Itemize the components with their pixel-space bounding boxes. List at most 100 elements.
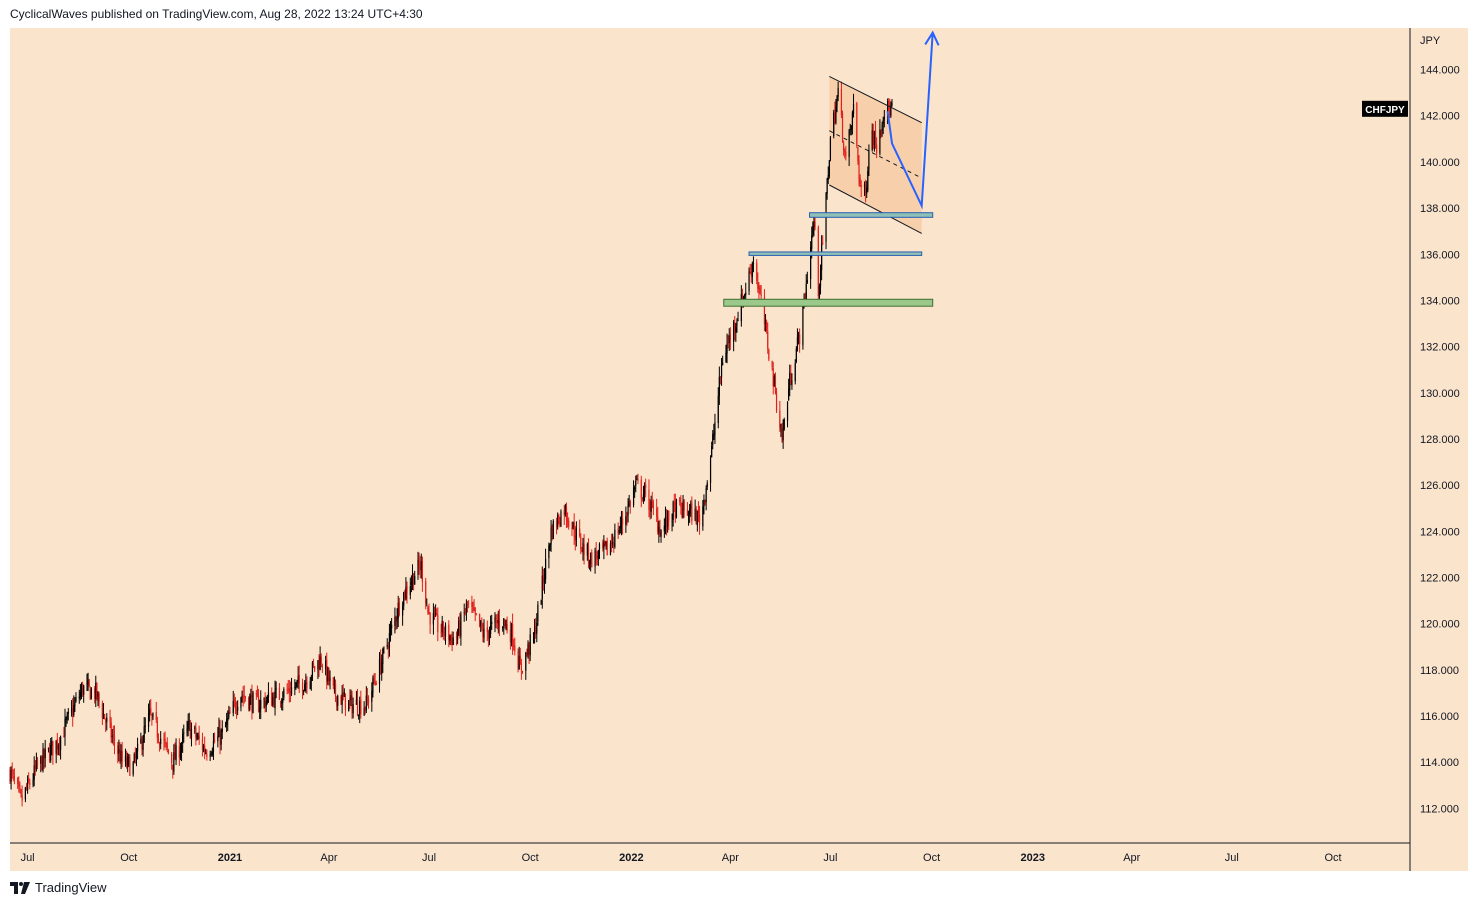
candle-body (167, 749, 169, 754)
candle (288, 680, 290, 703)
candle-body (537, 604, 539, 622)
candle-body (298, 674, 300, 684)
candle-body (483, 628, 485, 638)
candle-body (88, 679, 90, 686)
candle-body (879, 129, 881, 154)
candle (389, 621, 392, 642)
candle (579, 519, 581, 538)
y-tick-label: 120.000 (1420, 619, 1460, 631)
candle-body (740, 293, 742, 322)
candle-body (274, 690, 276, 709)
candle (610, 533, 613, 553)
candle (414, 570, 416, 585)
candle-body (744, 295, 746, 297)
candle (712, 430, 714, 450)
candle (233, 693, 235, 708)
candle (332, 677, 334, 690)
candle-body (221, 728, 223, 733)
chart-pane-background (10, 28, 1410, 843)
candle (617, 522, 619, 539)
candle-body (806, 280, 808, 283)
candle (783, 417, 785, 431)
candle-body (771, 360, 773, 367)
candle (659, 519, 661, 537)
candle (50, 738, 52, 763)
candle-body (389, 628, 392, 634)
candle-body (171, 754, 173, 764)
candle (273, 692, 275, 708)
candle-body (587, 545, 590, 564)
candle-body (459, 620, 461, 636)
candle-body (180, 744, 183, 752)
candle-body (852, 103, 855, 114)
candle-body (275, 688, 277, 690)
candle-body (718, 376, 720, 396)
candle-body (337, 696, 339, 706)
candle-body (497, 620, 499, 624)
candle-body (279, 701, 282, 703)
candle (657, 506, 659, 535)
candle (325, 655, 327, 676)
candle-body (890, 105, 892, 116)
candle (18, 776, 20, 793)
candle-body (529, 634, 531, 656)
tradingview-brand[interactable]: TradingView (10, 880, 107, 895)
candle (373, 673, 375, 685)
candle (540, 599, 542, 605)
candle (260, 690, 262, 720)
candle (42, 743, 44, 773)
candle-body (80, 685, 83, 694)
candle-body (297, 676, 299, 682)
candle-body (413, 573, 415, 586)
candle-body (737, 320, 739, 322)
candle (79, 684, 81, 701)
candle (190, 722, 193, 747)
candle-body (48, 749, 51, 761)
candle-body (383, 647, 385, 649)
candle (32, 773, 34, 788)
candle (586, 542, 588, 561)
candle (471, 595, 473, 613)
publisher-line: CyclicalWaves published on TradingView.c… (10, 7, 423, 21)
candle-body (21, 795, 23, 801)
candle (358, 714, 360, 720)
candle-body (257, 696, 260, 712)
candle-body (681, 506, 683, 518)
candle-body (475, 613, 477, 615)
candle-body (591, 552, 593, 568)
candle (502, 625, 504, 632)
candle (604, 540, 606, 547)
candle (706, 480, 708, 491)
candle (618, 526, 620, 535)
zone-136-0 (748, 251, 923, 256)
candle-body (188, 720, 190, 723)
candle-body (405, 586, 407, 599)
y-tick-label: 138.000 (1420, 203, 1460, 215)
candle (234, 697, 237, 715)
candle-body (404, 590, 406, 599)
candle-body (42, 749, 44, 772)
candle-body (66, 714, 68, 720)
candle-body (340, 696, 342, 705)
candle (881, 121, 883, 137)
candle-body (544, 558, 547, 580)
candle (52, 740, 54, 765)
candle-body (34, 765, 36, 769)
candle-body (548, 545, 550, 559)
candle (66, 711, 68, 724)
candle (583, 534, 585, 565)
candle (449, 634, 451, 645)
candle (840, 81, 843, 119)
candle-body (10, 769, 12, 782)
candle (720, 357, 723, 386)
candle (713, 423, 715, 441)
candle (795, 346, 797, 364)
candle-body (867, 170, 869, 190)
projection-path (886, 32, 934, 210)
candle (871, 123, 873, 152)
tradingview-logo-icon (10, 881, 30, 894)
candle (341, 685, 343, 714)
candle (356, 688, 359, 717)
candle-body (850, 125, 852, 130)
